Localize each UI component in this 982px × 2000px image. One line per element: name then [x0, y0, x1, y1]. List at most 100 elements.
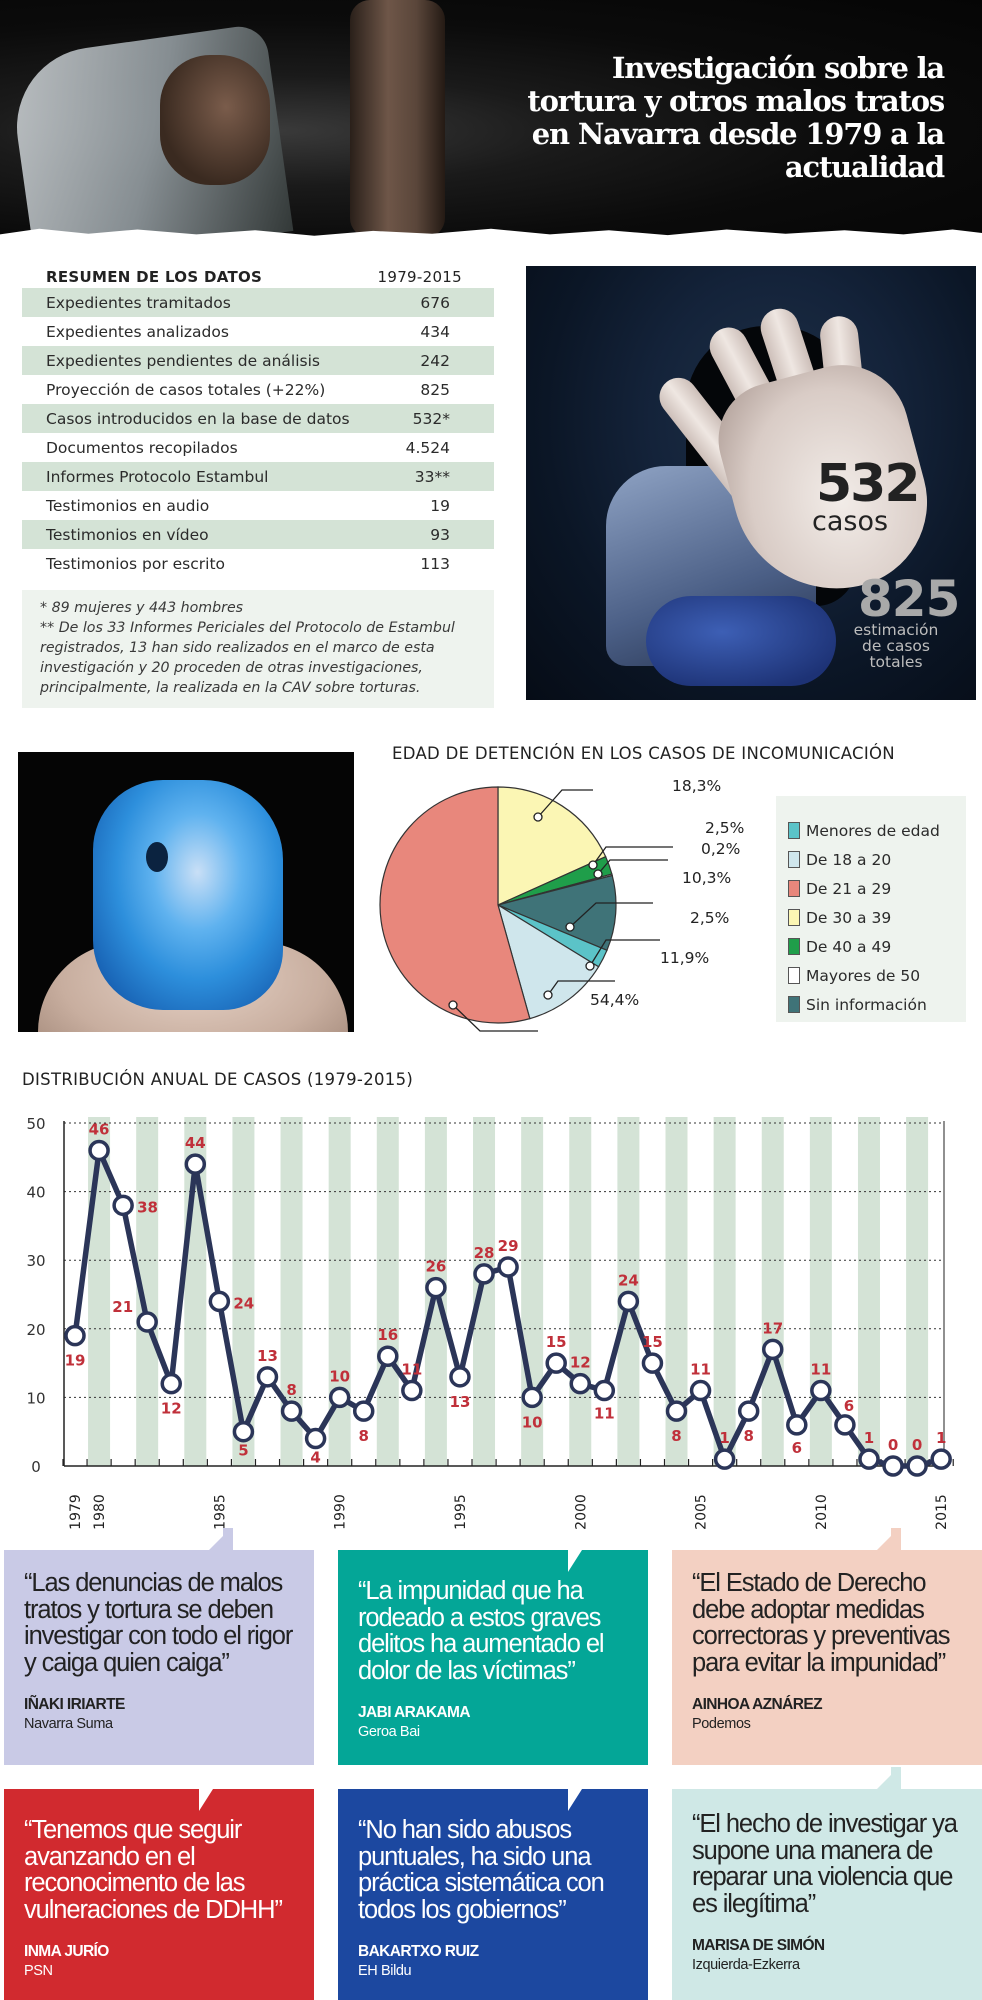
x-tick-label: 2015 [934, 1494, 950, 1530]
callout-dot [593, 869, 603, 879]
data-label: 46 [89, 1120, 110, 1138]
year-band [761, 1117, 784, 1466]
data-point [713, 1448, 736, 1470]
photo-fist [160, 55, 270, 185]
data-point [689, 1379, 712, 1402]
speech-tail [891, 1767, 901, 1789]
year-band [376, 1117, 399, 1466]
x-tick-label: 2000 [573, 1494, 589, 1530]
data-label: 1 [936, 1429, 946, 1447]
speech-tail [223, 1528, 233, 1550]
data-point [377, 1345, 399, 1367]
summary-row-value: 93 [430, 525, 450, 544]
quote-card: “No han sido abusos puntuales, ha sido u… [338, 1789, 648, 2000]
photo-bag-hole [146, 842, 168, 872]
data-label: 10 [522, 1413, 543, 1431]
year-band [665, 1117, 688, 1466]
legend-item: Mayores de 50 [788, 961, 966, 990]
pie-slice-label: 2,5% [690, 909, 729, 927]
summary-row: Proyección de casos totales (+22%) 825 [22, 375, 494, 404]
legend-swatch [788, 996, 800, 1013]
x-tick-label: 2010 [814, 1494, 830, 1530]
data-point [569, 1372, 592, 1395]
summary-row-label: Informes Protocolo Estambul [46, 467, 269, 486]
summary-row-value: 4.524 [405, 438, 450, 457]
quote-card: “Las denuncias de malos tratos y tortura… [4, 1528, 314, 1765]
summary-row-value: 676 [420, 293, 450, 312]
pie-slice [379, 786, 531, 1024]
data-label: 15 [546, 1333, 567, 1351]
summary-row: Expedientes tramitados 676 [22, 288, 494, 317]
legend-label: De 30 a 39 [806, 908, 892, 927]
legend-swatch [788, 909, 800, 926]
quote-party: Podemos [692, 1716, 751, 1732]
legend-swatch [788, 851, 800, 868]
speech-tail [891, 1528, 901, 1550]
data-point [208, 1290, 231, 1313]
data-label: 0 [912, 1436, 922, 1454]
y-tick-label: 10 [26, 1389, 45, 1407]
data-point [858, 1448, 880, 1470]
data-point [665, 1400, 688, 1422]
summary-header: RESUMEN DE LOS DATOS 1979-2015 [22, 262, 494, 288]
x-tick-label: 2005 [694, 1494, 710, 1530]
data-label: 11 [594, 1405, 615, 1423]
quote-author: IÑAKI IRIARTE [24, 1696, 125, 1713]
line-chart-title: DISTRIBUCIÓN ANUAL DE CASOS (1979-2015) [22, 1070, 414, 1089]
quote-text: “El hecho de investigar ya supone una ma… [692, 1810, 958, 1918]
summary-row: Expedientes pendientes de análisis 242 [22, 346, 494, 375]
data-point [882, 1455, 904, 1477]
torn-edge [0, 228, 982, 238]
summary-period: 1979-2015 [377, 268, 462, 286]
legend-item: Sin información [788, 990, 966, 1019]
data-label: 11 [690, 1361, 711, 1379]
data-label: 8 [359, 1427, 369, 1445]
data-label: 6 [792, 1439, 802, 1457]
callout-dot [585, 961, 595, 971]
data-label: 1 [864, 1429, 874, 1447]
x-tick-label: 1979 [68, 1494, 84, 1530]
data-point [64, 1324, 86, 1347]
year-band [569, 1117, 592, 1466]
data-point [930, 1448, 952, 1470]
speech-notch [209, 1536, 223, 1550]
data-label: 38 [137, 1198, 158, 1216]
pie-slice-label: 54,4% [590, 991, 639, 1009]
quote-card: “La impunidad que ha rodeado a estos gra… [338, 1550, 648, 1765]
data-label: 17 [762, 1319, 783, 1337]
summary-row-label: Expedientes analizados [46, 322, 229, 341]
summary-row-value: 434 [420, 322, 450, 341]
data-label: 1 [719, 1429, 729, 1447]
summary-row: Casos introducidos en la base de datos 53… [22, 404, 494, 433]
summary-rows: Expedientes tramitados 676 Expedientes ana… [22, 288, 494, 578]
data-label: 29 [498, 1237, 519, 1255]
year-band [136, 1117, 159, 1466]
data-point [88, 1139, 110, 1162]
quote-party: Izquierda-Ezkerra [692, 1957, 800, 1973]
speech-notch [568, 1789, 582, 1811]
legend-label: Sin información [806, 995, 927, 1014]
data-point [160, 1372, 182, 1395]
callout-line [589, 939, 660, 967]
quote-party: PSN [24, 1963, 53, 1979]
photo-plastic-bag [93, 780, 283, 1010]
summary-row-label: Documentos recopilados [46, 438, 238, 457]
data-point [737, 1400, 760, 1422]
pie-slice-label: 2,5% [705, 819, 744, 837]
summary-table: RESUMEN DE LOS DATOS 1979-2015 Expedient… [22, 262, 494, 578]
data-point [449, 1366, 471, 1388]
legend-item: De 18 a 20 [788, 845, 966, 874]
callout-dot [588, 860, 598, 870]
data-label: 24 [233, 1294, 254, 1312]
summary-row-label: Proyección de casos totales (+22%) [46, 380, 326, 399]
data-point [232, 1420, 255, 1443]
pie-slice-label: 0,2% [701, 840, 740, 858]
legend-item: Menores de edad [788, 816, 966, 845]
callout-dot [533, 812, 543, 822]
quote-text: “La impunidad que ha rodeado a estos gra… [358, 1577, 605, 1685]
data-point [184, 1153, 207, 1175]
legend-swatch [788, 938, 800, 955]
pie-chart-title: EDAD DE DETENCIÓN EN LOS CASOS DE INCOMU… [392, 744, 895, 763]
quote-author: INMA JURÍO [24, 1943, 109, 1960]
year-band [857, 1117, 880, 1466]
